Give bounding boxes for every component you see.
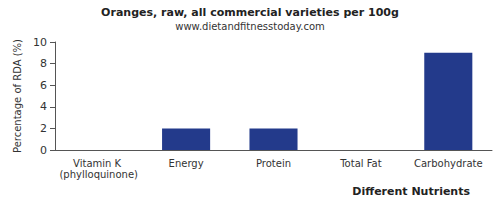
svg-text:Vitamin K: Vitamin K (73, 158, 124, 169)
svg-text:Total Fat: Total Fat (339, 158, 381, 169)
svg-text:10: 10 (33, 36, 47, 49)
svg-text:Protein: Protein (256, 158, 291, 169)
svg-text:Percentage of RDA (%): Percentage of RDA (%) (12, 39, 23, 153)
svg-text:Oranges, raw, all commercial v: Oranges, raw, all commercial varieties p… (101, 6, 399, 19)
svg-text:0: 0 (40, 144, 47, 157)
svg-text:4: 4 (40, 100, 47, 113)
svg-text:8: 8 (40, 57, 47, 70)
svg-text:Carbohydrate: Carbohydrate (414, 158, 483, 169)
svg-text:(phylloquinone): (phylloquinone) (59, 169, 138, 180)
svg-text:2: 2 (40, 122, 47, 135)
svg-text:6: 6 (40, 79, 47, 92)
svg-text:www.dietandfitnesstoday.com: www.dietandfitnesstoday.com (175, 21, 324, 32)
svg-text:Different Nutrients: Different Nutrients (352, 185, 470, 198)
svg-text:Energy: Energy (169, 158, 204, 169)
